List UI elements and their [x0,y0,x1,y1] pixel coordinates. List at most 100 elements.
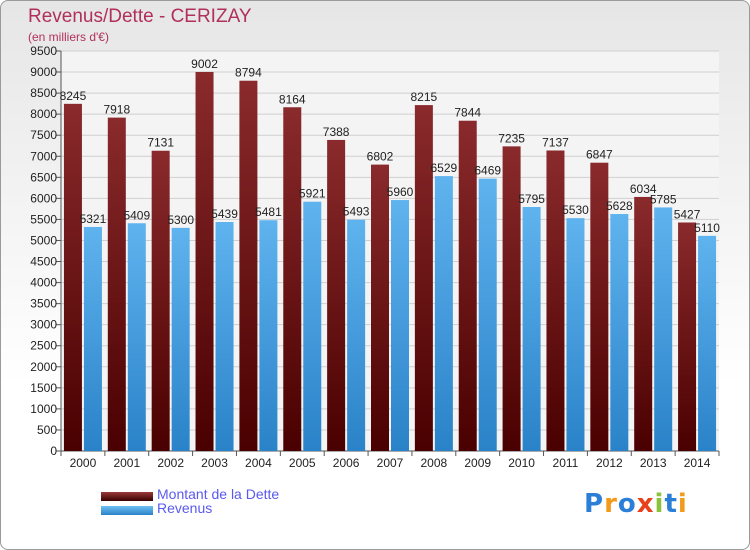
data-label-dette: 8164 [279,92,306,106]
data-label-revenus: 5960 [387,185,414,199]
legend-swatch-dette [101,492,153,501]
bar-dette [371,164,389,451]
data-label-dette: 7844 [454,106,481,120]
data-label-revenus: 5439 [211,207,238,221]
data-label-dette: 5427 [674,207,701,221]
legend-swatch-revenus [101,506,153,515]
data-label-revenus: 5493 [343,205,370,219]
data-label-dette: 7918 [103,103,130,117]
data-label-revenus: 5530 [562,203,589,217]
x-tick-label: 2007 [377,456,404,470]
bar-dette [458,120,477,451]
data-label-dette: 8215 [411,90,438,104]
bar-dette [327,139,346,451]
bar-dette [195,71,214,452]
data-label-revenus: 5321 [80,212,107,226]
bar-dette [502,146,521,452]
x-tick-label: 2009 [464,456,491,470]
y-tick-label: 7000 [30,149,57,163]
bar-dette [590,162,609,451]
y-tick-label: 0 [50,444,57,458]
bar-revenus [522,207,541,451]
bar-dette [239,80,258,451]
y-tick-label: 6500 [30,170,57,184]
data-label-revenus: 5921 [299,187,326,201]
data-label-revenus: 5481 [255,205,282,219]
y-tick-label: 1000 [30,402,57,416]
data-label-dette: 6847 [586,148,613,162]
bar-revenus [434,176,453,452]
bar-dette [414,105,433,452]
data-label-revenus: 6469 [474,164,501,178]
bar-revenus [303,201,322,451]
x-tick-label: 2002 [157,456,184,470]
bar-revenus [391,200,409,451]
legend-label-revenus: Revenus [157,500,213,516]
y-tick-label: 3500 [30,297,57,311]
bar-revenus [347,219,366,451]
y-tick-label: 8500 [30,86,57,100]
bar-dette [63,103,82,451]
bar-revenus [610,214,629,451]
x-tick-label: 2001 [113,456,140,470]
data-label-dette: 7131 [147,136,174,150]
bar-revenus [83,226,102,451]
data-label-revenus: 6529 [431,161,458,175]
data-label-revenus: 5785 [650,192,677,206]
data-label-revenus: 5300 [167,213,194,227]
y-tick-label: 500 [37,423,57,437]
data-label-dette: 6802 [367,150,394,164]
bar-dette [634,196,653,451]
x-tick-label: 2014 [684,456,711,470]
bar-dette [678,222,697,451]
data-label-dette: 7388 [323,125,350,139]
bar-dette [546,150,565,451]
bar-revenus [566,218,585,451]
bar-revenus [215,221,234,451]
y-tick-label: 4500 [30,255,57,269]
data-label-revenus: 5110 [694,221,720,235]
data-label-revenus: 5628 [606,199,633,213]
bar-revenus [698,235,717,451]
x-tick-label: 2000 [70,456,97,470]
y-tick-label: 6000 [30,191,57,205]
x-tick-label: 2011 [553,456,579,470]
data-label-dette: 8245 [60,89,87,103]
x-tick-label: 2006 [333,456,360,470]
y-tick-label: 1500 [30,381,57,395]
plot-area [61,51,719,451]
data-label-revenus: 5795 [518,192,545,206]
chart-subtitle: (en milliers d'€) [28,30,109,44]
chart-title: Revenus/Dette - CERIZAY [28,6,252,27]
bar-dette [283,107,302,452]
x-tick-label: 2008 [421,456,448,470]
x-tick-label: 2003 [201,456,228,470]
data-label-dette: 7235 [498,131,525,145]
bar-revenus [478,178,497,452]
x-tick-label: 2012 [596,456,623,470]
y-tick-label: 8000 [30,107,57,121]
legend-label-dette: Montant de la Dette [157,486,280,502]
y-tick-label: 3000 [30,318,57,332]
data-label-dette: 7137 [542,135,569,149]
y-tick-label: 5000 [30,233,57,247]
y-tick-label: 5500 [30,212,57,226]
bar-revenus [259,220,278,451]
data-label-dette: 8794 [235,66,262,80]
y-tick-label: 2000 [30,360,57,374]
bar-revenus [171,227,190,451]
proxiti-logo: Proxiti [584,489,688,519]
bar-dette [107,117,126,451]
y-tick-label: 2500 [30,339,57,353]
x-tick-label: 2013 [640,456,667,470]
bar-revenus [654,207,673,451]
y-tick-label: 9000 [30,65,57,79]
bar-revenus [127,223,146,451]
y-tick-label: 7500 [30,128,57,142]
x-tick-label: 2010 [508,456,535,470]
data-label-dette: 9002 [191,57,218,71]
x-tick-label: 2004 [245,456,272,470]
y-tick-label: 4000 [30,276,57,290]
